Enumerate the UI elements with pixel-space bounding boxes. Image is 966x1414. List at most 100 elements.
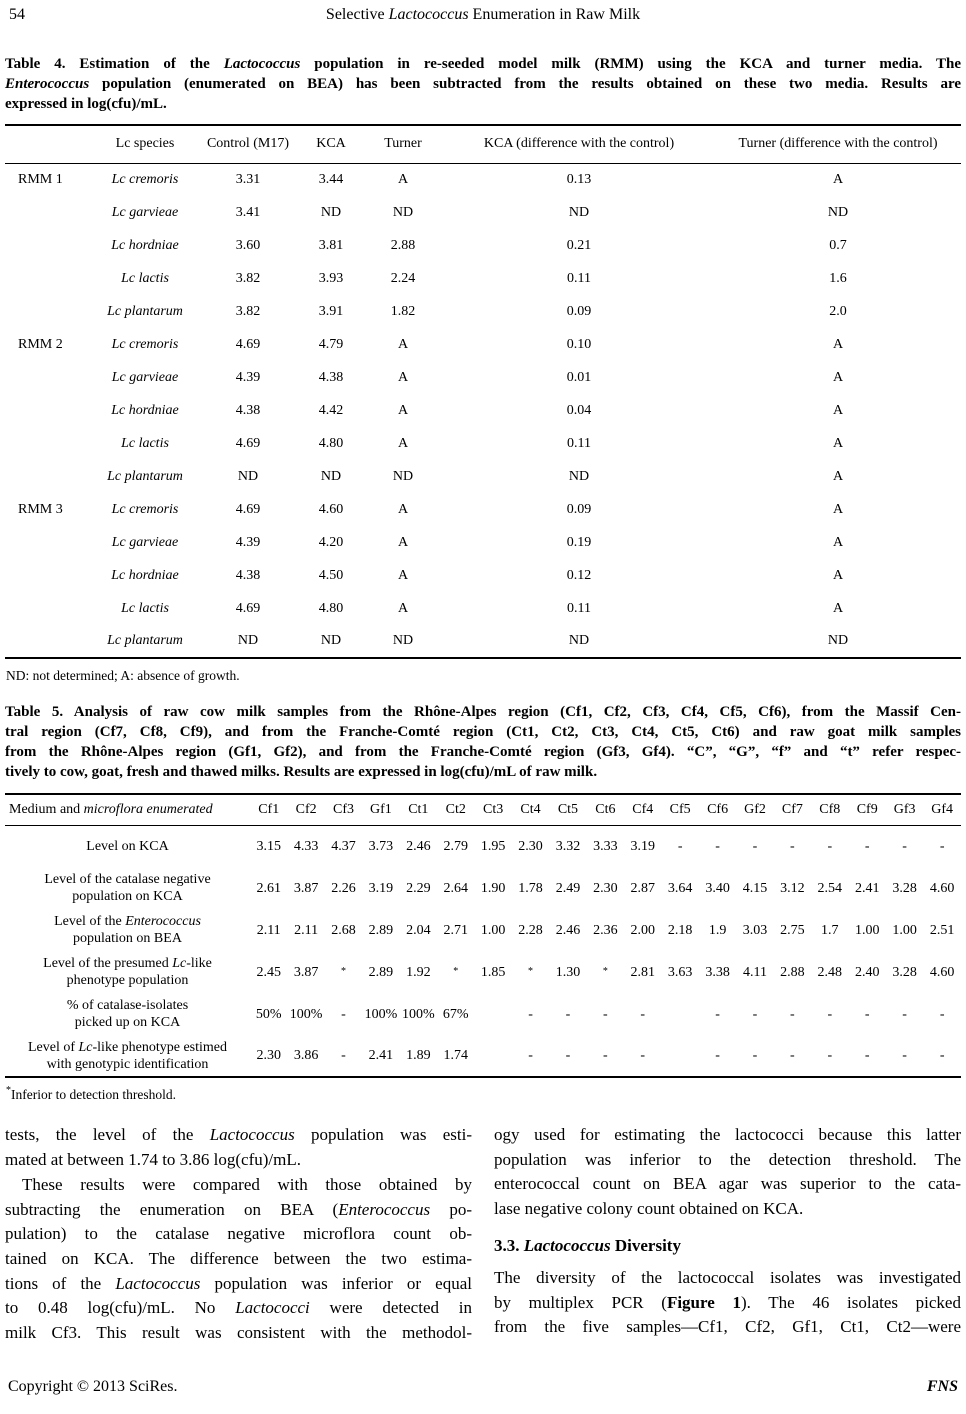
text-segment: milk Cf3. This result was consistent wit…	[5, 1322, 472, 1342]
value-cell: 1.78	[518, 880, 543, 896]
text-segment: ogy used for estimating the lactococci b…	[494, 1125, 961, 1144]
value-cell: -	[939, 1048, 945, 1063]
value-cell: 67%	[442, 1006, 469, 1022]
value-cell: -	[677, 838, 683, 854]
value-cell: 0.12	[566, 567, 592, 583]
italic-text: Lactococci	[235, 1298, 310, 1318]
value-cell: 3.41	[235, 204, 261, 220]
table-row: Lc plantarum 3.82 3.91 1.82 0.09 2.0	[5, 295, 961, 328]
asterisk-marker: *	[6, 1085, 11, 1096]
value-cell: 2.41	[368, 1048, 394, 1063]
row-label-line: Level of the presumed Lc-like	[5, 955, 250, 972]
value-cell: *	[587, 951, 624, 993]
paragraph: The diversity of the lactococcal isolate…	[494, 1266, 961, 1340]
value-cell: 2.04	[406, 922, 431, 938]
value-cell: -	[341, 1048, 346, 1063]
body-text: tests, the level of the Lactococcus popu…	[5, 1123, 961, 1346]
value-cell: -	[790, 1006, 795, 1022]
asterisk-marker: *	[528, 965, 534, 977]
value-cell: ND	[320, 468, 342, 484]
table-row: Level of the catalase negative population…	[5, 867, 961, 909]
value-cell: 3.28	[892, 880, 917, 896]
species-cell: Lc cremoris	[111, 501, 179, 517]
paragraph: ogy used for estimating the lactococci b…	[494, 1123, 961, 1221]
value-cell: 4.33	[293, 838, 319, 854]
value-cell: -	[902, 838, 907, 854]
body-line: mated at between 1.74 to 3.86 log(cfu)/m…	[5, 1148, 472, 1173]
value-cell: 2.45	[256, 964, 281, 980]
body-line: tions of the Lactococcus population was …	[5, 1272, 472, 1297]
value-cell: 3.44	[318, 171, 344, 187]
value-cell: 4.38	[235, 402, 261, 418]
value-cell: 0.7	[829, 237, 847, 253]
column-header: Turner (difference with the control)	[715, 125, 961, 164]
text-segment: tests, the level of the	[5, 1125, 210, 1144]
row-label-line: phenotype population	[5, 972, 250, 989]
value-cell: -	[715, 838, 720, 854]
value-cell: 1.82	[390, 303, 416, 319]
value-cell: 0.11	[567, 600, 591, 616]
value-cell: 100%	[401, 1006, 435, 1022]
value-cell: 3.28	[892, 964, 917, 980]
value-cell: -	[752, 838, 758, 854]
rmm-group-label	[5, 526, 93, 559]
text-segment: subtracting the enumeration on BEA (	[5, 1199, 339, 1219]
value-cell: ND	[320, 633, 342, 648]
value-cell: 3.93	[318, 270, 344, 286]
row-label: Level of the catalase negative population…	[5, 867, 250, 909]
text-segment: Level of the catalase negative	[44, 872, 211, 887]
body-line: These results were compared with those o…	[5, 1173, 472, 1198]
rmm-group-label	[5, 196, 93, 229]
text-segment: to 0.48 log(cfu)/mL. No	[5, 1298, 236, 1318]
value-cell: 3.64	[667, 880, 693, 896]
column-header: Control (M17)	[197, 125, 299, 164]
value-cell: 2.79	[443, 838, 468, 854]
body-line: by multiplex PCR (Figure 1). The 46 isol…	[494, 1291, 961, 1316]
text-segment: population on BEA	[73, 931, 182, 946]
value-cell: A	[832, 501, 844, 517]
table-row: Lc hordniae 4.38 4.42 A 0.04 A	[5, 394, 961, 427]
value-cell: 2.71	[443, 922, 468, 938]
table-row: Level of Lc-like phenotype estimed with g…	[5, 1035, 961, 1077]
table-row: RMM 3 Lc cremoris 4.69 4.60 A 0.09 A	[5, 493, 961, 526]
body-line: enterococcal count on BEA agar was super…	[494, 1172, 961, 1197]
text-segment: Level of the presumed	[43, 956, 173, 971]
column-header: Gf1	[362, 794, 400, 826]
species-cell: Lc garvieae	[111, 534, 179, 550]
table-row: Lc garvieae 3.41 ND ND ND ND	[5, 196, 961, 229]
value-cell: 3.12	[780, 880, 805, 896]
value-cell: ND	[827, 633, 849, 648]
column-header: Ct4	[511, 794, 550, 826]
rmm-group-label	[5, 625, 93, 658]
value-cell: ND	[568, 468, 590, 484]
value-cell: -	[790, 838, 795, 854]
value-cell: 3.63	[667, 964, 693, 980]
value-cell: ND	[392, 468, 414, 484]
value-cell: -	[827, 1048, 833, 1063]
rmm-group-label	[5, 592, 93, 625]
text-segment: Level of	[27, 1039, 79, 1055]
value-cell: 4.50	[318, 567, 344, 583]
row-label: Level of Lc-like phenotype estimed with g…	[5, 1035, 250, 1077]
value-cell: 1.00	[892, 922, 917, 938]
row-label-line: Level of the Enterococcus	[5, 913, 250, 930]
value-cell: 2.46	[406, 838, 431, 854]
caption-line: from the Rhône-Alpes region (Gf1, Gf2), …	[5, 742, 961, 762]
column-header: Cf6	[698, 794, 737, 826]
value-cell	[661, 993, 698, 1035]
text-segment: ). The 46 isolates picked	[740, 1292, 961, 1312]
text-segment: population was inferior to the detection…	[494, 1149, 961, 1169]
body-line: tests, the level of the Lactococcus popu…	[5, 1123, 472, 1148]
text-segment: were detected in	[309, 1298, 472, 1318]
value-cell: A	[832, 402, 844, 418]
value-cell: 50%	[255, 1006, 282, 1022]
text-segment: Level on KCA	[86, 838, 169, 854]
table4: Lc species Control (M17) KCA Turner KCA (dif…	[5, 124, 961, 659]
body-line: pulation) to the catalase negative micro…	[5, 1222, 472, 1247]
value-cell: -	[603, 1006, 608, 1022]
row-label-line: picked up on KCA	[5, 1014, 250, 1031]
value-cell: 2.54	[817, 880, 843, 896]
value-cell: 1.90	[480, 880, 506, 896]
value-cell: -	[528, 1006, 533, 1022]
value-cell: 4.69	[235, 435, 261, 451]
